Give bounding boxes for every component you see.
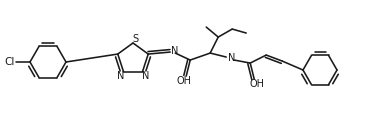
- Text: OH: OH: [250, 79, 265, 89]
- Text: N: N: [117, 71, 124, 81]
- Text: S: S: [132, 34, 138, 44]
- Text: N: N: [227, 53, 235, 63]
- Text: OH: OH: [177, 76, 192, 86]
- Text: N: N: [170, 46, 178, 56]
- Text: N: N: [142, 71, 149, 81]
- Text: Cl: Cl: [5, 57, 15, 67]
